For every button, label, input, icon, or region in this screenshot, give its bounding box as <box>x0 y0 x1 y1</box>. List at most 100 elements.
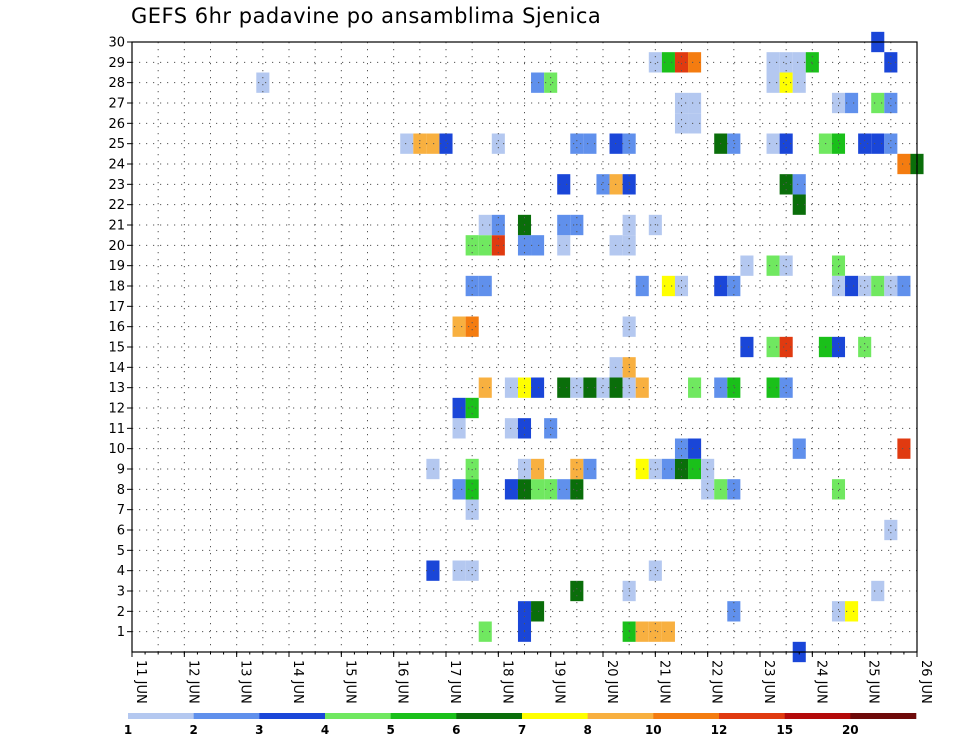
legend-swatch <box>784 713 851 719</box>
y-tick-label: 10 <box>108 442 125 457</box>
legend-swatch <box>390 713 457 719</box>
precip-cell <box>478 235 492 256</box>
precip-cell <box>884 133 898 154</box>
precip-cell <box>727 275 741 297</box>
precip-cell <box>897 438 911 459</box>
precip-cell <box>701 479 715 500</box>
y-tick-label: 30 <box>108 36 125 51</box>
precip-cell <box>779 174 793 195</box>
precip-cell <box>779 336 793 358</box>
precip-cell <box>557 174 571 195</box>
precip-cell <box>831 133 846 154</box>
y-tick-label: 4 <box>117 564 125 579</box>
x-tick-label: 17 JUN <box>447 660 462 704</box>
precip-cell <box>596 174 610 195</box>
legend-label: 6 <box>452 723 460 737</box>
precip-cell <box>688 113 702 134</box>
precip-cell <box>674 52 689 73</box>
precip-cell <box>831 601 846 622</box>
y-tick-label: 2 <box>117 605 125 620</box>
y-tick-label: 20 <box>108 239 125 254</box>
precip-cell <box>884 519 898 541</box>
precip-cell <box>557 214 571 236</box>
precip-cell <box>766 72 780 93</box>
precip-cell <box>504 418 518 439</box>
precip-cell <box>871 580 885 602</box>
precip-cell <box>557 479 571 500</box>
precip-cell <box>544 479 558 500</box>
precip-cell <box>452 397 466 419</box>
precip-cell <box>648 621 662 642</box>
y-tick-label: 27 <box>108 97 125 112</box>
legend-swatch <box>850 713 917 719</box>
precip-cell <box>531 458 545 480</box>
y-tick-label: 26 <box>108 117 125 132</box>
precip-cell <box>531 479 545 500</box>
precip-cell <box>858 275 872 297</box>
legend-swatch <box>456 713 523 719</box>
precip-cell <box>674 113 689 134</box>
precip-cell <box>570 133 584 154</box>
legend-label: 12 <box>711 723 728 737</box>
y-tick-label: 21 <box>108 219 125 234</box>
precip-cell <box>792 174 806 195</box>
precip-cell <box>766 52 780 73</box>
legend-swatch <box>587 713 654 719</box>
legend-swatch <box>653 713 720 719</box>
precip-cell <box>465 397 479 419</box>
legend-label: 8 <box>584 723 592 737</box>
precip-cell <box>845 601 859 622</box>
precip-cell <box>465 479 479 500</box>
precip-cell <box>831 336 846 358</box>
precip-cell <box>740 255 754 276</box>
cell-layer <box>256 31 924 663</box>
y-tick-label: 24 <box>108 158 125 173</box>
precip-cell <box>465 458 479 480</box>
legend-swatch <box>193 713 260 719</box>
y-tick-label: 13 <box>108 381 125 396</box>
y-tick-label: 12 <box>108 402 125 417</box>
precip-cell <box>805 52 819 73</box>
legend-label: 5 <box>387 723 395 737</box>
legend-label: 2 <box>190 723 198 737</box>
precip-cell <box>478 621 492 642</box>
precip-cell <box>688 92 702 114</box>
precip-cell <box>766 336 780 358</box>
legend-swatch <box>522 713 588 719</box>
precip-cell <box>452 316 466 337</box>
precip-cell <box>688 458 702 480</box>
precip-cell <box>792 438 806 459</box>
precip-cell <box>531 72 545 93</box>
precip-cell <box>426 133 440 154</box>
precip-cell <box>531 377 545 398</box>
precip-cell <box>871 92 885 114</box>
precip-cell <box>570 458 584 480</box>
precip-cell <box>491 133 505 154</box>
precip-cell <box>635 458 649 480</box>
y-tick-label: 14 <box>108 361 125 376</box>
y-tick-label: 7 <box>117 503 125 518</box>
precip-cell <box>557 377 571 398</box>
precip-cell <box>635 275 649 297</box>
precip-cell <box>452 418 466 439</box>
precip-cell <box>831 479 846 500</box>
y-tick-label: 6 <box>117 524 125 539</box>
y-tick-label: 17 <box>108 300 125 315</box>
y-tick-label: 16 <box>108 320 125 335</box>
precip-cell <box>688 438 702 459</box>
x-tick-label: 22 JUN <box>709 660 724 704</box>
precip-cell <box>648 52 662 73</box>
x-tick-label: 16 JUN <box>395 660 410 704</box>
x-tick-label: 11 JUN <box>133 660 148 704</box>
precip-cell <box>452 560 466 581</box>
precip-cell <box>635 377 649 398</box>
precip-cell <box>674 458 689 480</box>
precip-cell <box>596 377 610 398</box>
precip-cell <box>661 275 675 297</box>
y-tick-label: 25 <box>108 137 125 152</box>
precip-cell <box>504 377 518 398</box>
precip-cell <box>740 336 754 358</box>
precip-cell <box>635 621 649 642</box>
x-tick-label: 13 JUN <box>238 660 253 704</box>
